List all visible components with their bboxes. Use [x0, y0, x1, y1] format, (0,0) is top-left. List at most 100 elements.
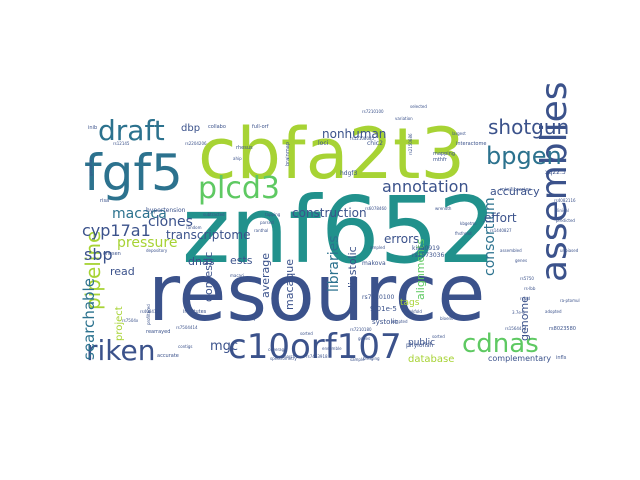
cloud-word-consortium: consortium: [482, 197, 498, 276]
cloud-word-draft: draft: [98, 114, 165, 147]
cloud-word-macaci: macaci: [230, 273, 244, 278]
cloud-word-read: read: [110, 265, 135, 278]
cloud-word-variation: variation: [395, 116, 413, 121]
cloud-word-selected: selected: [410, 104, 427, 109]
cloud-word-depository: depository: [146, 248, 168, 253]
cloud-word-c10orf107: c10orf107: [228, 327, 402, 367]
cloud-word-shotgun: shotgun: [488, 115, 569, 139]
cloud-word-rs7210180: rs7210180: [350, 327, 372, 332]
cloud-word-mthfr: mthfr: [433, 157, 448, 163]
cloud-word-9-01e-5: 9.01e-5: [370, 305, 397, 313]
cloud-word-sorted: sorted: [300, 331, 313, 336]
cloud-word-average: average: [259, 253, 272, 298]
cloud-word-collabo: collabo: [208, 124, 226, 130]
cloud-word-search: search: [282, 354, 296, 359]
cloud-word-largest: largest: [452, 131, 466, 136]
cloud-word-libraries: libraries: [326, 235, 342, 292]
cloud-word-sorted: sorted: [432, 334, 445, 339]
cloud-word-predicted: predicted: [556, 218, 575, 223]
cloud-word-rs12108085: rs12108085: [350, 136, 375, 141]
cloud-word-dnas: dnas: [188, 255, 215, 268]
cloud-word-diastolic: diastolic: [346, 246, 359, 292]
cloud-word-plcd3: plcd3: [198, 171, 280, 206]
cloud-word-rs4082116: rs4082116: [554, 198, 576, 203]
cloud-word-rs5750: rs5750: [520, 276, 534, 281]
cloud-word-rearrayed: rearrayed: [146, 329, 170, 335]
cloud-word-clinical: clinical: [555, 208, 569, 213]
cloud-word-rs2204206: rs2204206: [185, 141, 207, 146]
cloud-word-tapping: tapping: [265, 212, 281, 217]
cloud-word-coverage: coverage: [268, 347, 287, 352]
cloud-word-contigs: contigs: [178, 344, 192, 349]
cloud-word-sbp: sbp: [84, 245, 113, 264]
cloud-background: [80, 100, 560, 370]
cloud-word-rs4084171: rs4084171: [140, 309, 162, 314]
cloud-word-infls: infls: [556, 355, 567, 361]
cloud-word-bloenc: bloenc: [440, 316, 453, 321]
cloud-word-rs8023580: rs8023580: [549, 326, 576, 332]
cloud-word-errors: errors: [384, 232, 419, 246]
cloud-word-bpgen: bpgen: [486, 142, 562, 170]
cloud-word-profiltered: profiltered: [146, 304, 151, 325]
cloud-word-pipeline: pipeline: [81, 231, 105, 310]
cloud-word-full-orf: full-orf: [252, 124, 269, 130]
cloud-word-adapted: adapted: [391, 319, 408, 324]
cloud-word-parsed: parsed: [260, 220, 274, 225]
cloud-word-nonhuman: nonhuman: [322, 127, 386, 141]
cloud-word-rs1564414: rs1564414: [505, 326, 527, 331]
cloud-word-fhsfrend: fhsfrend: [455, 231, 472, 236]
cloud-word-mgc: mgc: [210, 339, 238, 354]
cloud-word-chic2: chic2: [367, 140, 383, 147]
cloud-word-resource: resource: [148, 249, 485, 339]
cloud-word-ests: ests: [230, 254, 253, 267]
cloud-word-phylofish: phylofish: [406, 342, 433, 349]
cloud-word-rs1440827: rs1440827: [490, 228, 512, 233]
cloud-word-systolic: systolic: [372, 318, 398, 326]
cloud-word-ra-ptomul: ra-ptomul: [560, 298, 580, 303]
cloud-word-macaque: macaque: [283, 259, 296, 310]
cloud-word-macaca: macaca: [112, 206, 167, 222]
cloud-word-subtracted: subtracted: [203, 212, 225, 217]
cloud-word-interactome: interactome: [456, 141, 486, 147]
cloud-word-tags: tags: [400, 298, 420, 308]
cloud-word-hdgf3: hdgf3: [340, 170, 358, 177]
cloud-word-ampled: ampled: [370, 245, 385, 250]
cloud-word-annotation: annotation: [382, 177, 469, 196]
cloud-word-public: public: [408, 338, 435, 348]
cloud-word-rs12145: rs12145: [113, 141, 130, 146]
cloud-word-accurate: accurate: [157, 353, 179, 359]
cloud-word-genes: genes: [515, 258, 527, 263]
cloud-word-rs-ad: rs-ad: [520, 296, 531, 301]
cloud-word-clones: clones: [148, 214, 193, 230]
cloud-word-risa: risa: [100, 198, 109, 204]
cloud-word-accuracy: accuracy: [490, 185, 540, 198]
cloud-word-inib: inib: [88, 125, 97, 131]
cloud-word-ensemble: ensemble: [322, 346, 342, 351]
cloud-word-rs1573036: rs1573036: [412, 252, 444, 259]
cloud-word-genes: genes: [358, 336, 370, 341]
cloud-word-sample: sample: [350, 357, 365, 362]
cloud-word-brainmap: brainmap: [285, 142, 291, 166]
cloud-word-rs7463918: rs7463918: [306, 354, 328, 359]
cloud-word-construction: construction: [292, 206, 367, 220]
cloud-word-xq22-3: xq22.3: [545, 169, 566, 176]
cloud-word-ranthal: ranthal: [254, 228, 268, 233]
cloud-word-mapping: mapping: [433, 151, 455, 157]
cloud-word-rs6078460: rs6078460: [365, 206, 387, 211]
cloud-word-rs7210100: rs7210100: [362, 109, 384, 114]
cloud-word-3-7e-5: 3.7e-5: [512, 310, 525, 315]
cloud-word-random: random: [186, 225, 202, 230]
cloud-word-project: project: [114, 306, 125, 341]
cloud-word-znf652: znf652: [182, 177, 497, 284]
cloud-word-adopted: adopted: [545, 309, 562, 314]
cloud-word-kiaa0919: kiaa0919: [412, 245, 440, 252]
cloud-word-synteny: synteny: [240, 316, 257, 321]
cloud-word-institutes: institutes: [183, 309, 207, 315]
cloud-word-unbiased: unbiased: [560, 248, 579, 253]
cloud-word-makova: makova: [362, 260, 386, 267]
cloud-word-rs7504414: rs7504414: [176, 325, 198, 330]
cloud-word-complementary: complementary: [488, 354, 551, 363]
cloud-word-rs2150686: rs2150686: [408, 133, 413, 155]
cloud-word-alignments: alignments: [414, 238, 427, 300]
